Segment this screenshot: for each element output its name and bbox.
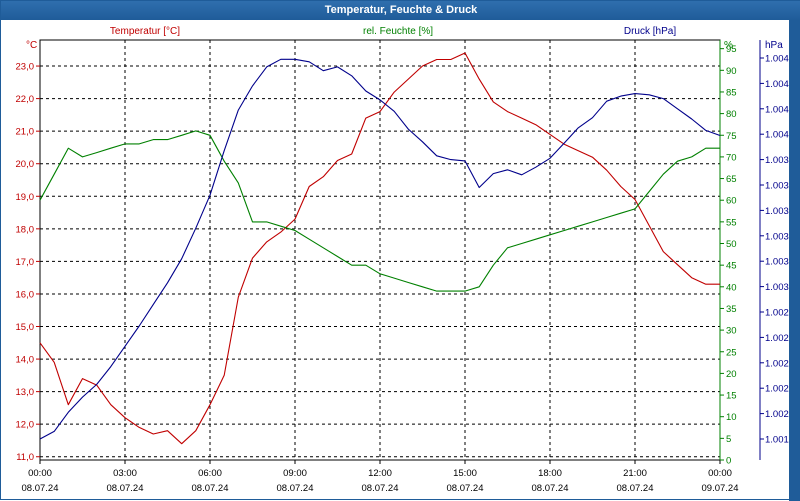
temperature-line [39, 52, 720, 445]
y-left-tick-label: 15,0 [16, 322, 35, 333]
legend-entry: rel. Feuchte [%] [363, 26, 433, 37]
y-right2-tick-label: 1.004 [765, 104, 789, 115]
y-right2-tick-label: 1.002 [765, 358, 789, 369]
y-left-tick-label: 22,0 [16, 94, 35, 105]
y-left-tick-label: 21,0 [16, 127, 35, 138]
y-right1-tick-label: 0 [726, 456, 731, 467]
y-right2-tick-label: 1.004 [765, 79, 789, 90]
y-right2-tick-label: 1.003 [765, 206, 789, 217]
y-right1-unit: % [724, 40, 733, 51]
x-tick-time: 12:00 [368, 468, 392, 479]
y-left-tick-label: 19,0 [16, 192, 35, 203]
y-right1-tick-label: 40 [726, 282, 737, 293]
legend-entry: Druck [hPa] [624, 26, 676, 37]
y-right2-tick-label: 1.001 [765, 435, 789, 446]
x-tick-date: 08.07.24 [107, 483, 144, 494]
y-right2-tick-label: 1.004 [765, 130, 789, 141]
y-right2-unit: hPa [765, 40, 783, 51]
y-left-tick-label: 23,0 [16, 62, 35, 73]
x-tick-date: 08.07.24 [192, 483, 229, 494]
x-tick-time: 03:00 [113, 468, 137, 479]
x-tick-date: 08.07.24 [362, 483, 399, 494]
y-left-tick-label: 12,0 [16, 420, 35, 431]
y-right2-tick-label: 1.004 [765, 54, 789, 65]
y-right1-tick-label: 15 [726, 391, 737, 402]
y-right2-tick-label: 1.002 [765, 409, 789, 420]
x-tick-date: 08.07.24 [277, 483, 314, 494]
y-right1-tick-label: 45 [726, 261, 737, 272]
series-lines [39, 52, 721, 445]
y-right1-tick-label: 95 [726, 44, 737, 55]
x-tick-time: 00:00 [708, 468, 732, 479]
y-right1-tick-label: 65 [726, 174, 737, 185]
axes: 00:00 08.07.24 03:00 08.07.24 06:00 08.07.24 0… [16, 40, 789, 494]
y-right1-tick-label: 55 [726, 217, 737, 228]
y-left-unit: °C [26, 40, 37, 51]
legend: Temperatur [°C] rel. Feuchte [%] Druck [hP… [110, 26, 676, 37]
y-right1-tick-label: 85 [726, 87, 737, 98]
y-right2-tick-label: 1.003 [765, 181, 789, 192]
y-right1-tick-label: 25 [726, 347, 737, 358]
y-right1-tick-label: 20 [726, 369, 737, 380]
y-left-tick-label: 18,0 [16, 224, 35, 235]
y-right1-tick-label: 70 [726, 152, 737, 163]
x-tick-date: 08.07.24 [617, 483, 654, 494]
x-tick-time: 18:00 [538, 468, 562, 479]
y-right1-tick-label: 10 [726, 412, 737, 423]
legend-entry: Temperatur [°C] [110, 26, 180, 37]
y-right2-tick-label: 1.002 [765, 384, 789, 395]
y-right1-tick-label: 35 [726, 304, 737, 315]
x-tick-date: 08.07.24 [447, 483, 484, 494]
y-right2-tick-label: 1.003 [765, 282, 789, 293]
y-right2-tick-label: 1.003 [765, 155, 789, 166]
x-tick-time: 06:00 [198, 468, 222, 479]
x-tick-date: 09.07.24 [702, 483, 739, 494]
y-right2-tick-label: 1.003 [765, 257, 789, 268]
right-edge-strip [789, 20, 800, 501]
x-tick-date: 08.07.24 [532, 483, 569, 494]
y-left-tick-label: 20,0 [16, 159, 35, 170]
y-left-tick-label: 16,0 [16, 289, 35, 300]
y-right1-tick-label: 75 [726, 131, 737, 142]
y-right1-tick-label: 80 [726, 109, 737, 120]
y-right1-tick-label: 5 [726, 434, 731, 445]
y-right1-tick-label: 60 [726, 196, 737, 207]
y-left-tick-label: 11,0 [16, 452, 34, 463]
y-right1-tick-label: 50 [726, 239, 737, 250]
y-left-tick-label: 14,0 [16, 355, 35, 366]
grid [39, 39, 721, 461]
x-tick-time: 21:00 [623, 468, 647, 479]
y-right2-tick-label: 1.003 [765, 231, 789, 242]
x-tick-time: 00:00 [28, 468, 52, 479]
title-bar: Temperatur, Feuchte & Druck [1, 1, 800, 20]
x-tick-time: 15:00 [453, 468, 477, 479]
y-right1-tick-label: 30 [726, 326, 737, 337]
y-right1-tick-label: 90 [726, 66, 737, 77]
y-left-tick-label: 13,0 [16, 387, 35, 398]
x-tick-date: 08.07.24 [22, 483, 59, 494]
y-left-tick-label: 17,0 [16, 257, 35, 268]
chart-title: Temperatur, Feuchte & Druck [324, 4, 478, 16]
y-right2-tick-label: 1.002 [765, 308, 789, 319]
pressure-line [39, 58, 721, 440]
humidity-line [39, 130, 720, 292]
y-right2-tick-label: 1.002 [765, 333, 789, 344]
x-tick-time: 09:00 [283, 468, 307, 479]
